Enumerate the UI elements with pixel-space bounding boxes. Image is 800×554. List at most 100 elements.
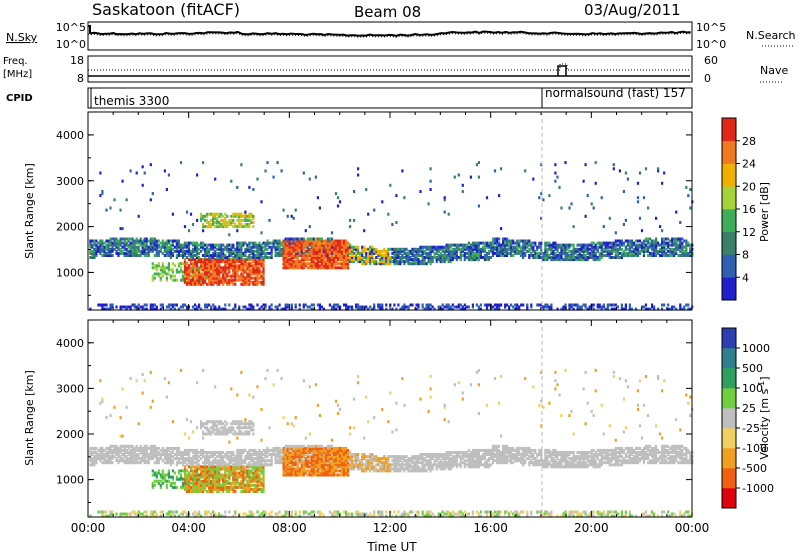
heatmap-cell — [196, 305, 199, 309]
heatmap-cell — [222, 483, 225, 487]
heatmap-cell — [210, 479, 213, 483]
heatmap-cell — [284, 258, 287, 262]
heatmap-cell — [171, 268, 174, 272]
heatmap-cell — [310, 241, 313, 245]
heatmap-cell — [550, 258, 553, 262]
heatmap-cell — [679, 249, 682, 253]
heatmap-cell — [429, 188, 432, 191]
heatmap-cell — [107, 251, 110, 255]
heatmap-cell — [385, 260, 388, 264]
heatmap-cell — [433, 251, 436, 255]
heatmap-cell — [570, 249, 573, 253]
heatmap-cell — [451, 303, 454, 307]
heatmap-cell — [189, 420, 193, 424]
heatmap-cell — [226, 268, 229, 272]
heatmap-cell — [163, 453, 166, 456]
heatmap-cell — [304, 254, 307, 257]
heatmap-cell — [502, 247, 505, 251]
heatmap-cell — [153, 243, 156, 247]
heatmap-cell — [560, 254, 563, 257]
heatmap-cell — [582, 245, 585, 249]
heatmap-cell — [622, 243, 625, 247]
heatmap-cell — [226, 467, 229, 471]
heatmap-cell — [121, 249, 124, 253]
heatmap-cell — [491, 243, 495, 247]
heatmap-cell — [250, 305, 253, 309]
heatmap-cell — [318, 243, 321, 247]
heatmap-cell — [208, 475, 211, 479]
heatmap-cell — [342, 303, 346, 307]
heatmap-cell — [564, 256, 567, 259]
heatmap-cell — [167, 446, 170, 450]
heatmap-cell — [427, 307, 430, 311]
heatmap-cell — [161, 266, 164, 270]
heatmap-cell — [671, 307, 674, 311]
heatmap-cell — [244, 210, 247, 214]
heatmap-cell — [487, 249, 491, 253]
heatmap-cell — [248, 245, 251, 249]
heatmap-cell — [582, 243, 585, 247]
heatmap-cell — [340, 247, 344, 251]
heatmap-cell — [246, 475, 249, 479]
heatmap-cell — [485, 243, 489, 247]
heatmap-cell — [421, 258, 424, 262]
heatmap-cell — [212, 260, 215, 264]
heatmap-cell — [475, 247, 478, 251]
heatmap-cell — [469, 249, 472, 253]
heatmap-cell — [332, 256, 336, 259]
heatmap-cell — [467, 245, 470, 249]
heatmap-cell — [546, 305, 549, 309]
heatmap-cell — [147, 239, 150, 243]
power-xaxis-ticks — [87, 112, 693, 310]
heatmap-cell — [151, 455, 154, 459]
heatmap-cell — [105, 459, 108, 463]
heatmap-cell — [504, 303, 507, 307]
heatmap-cell — [218, 251, 221, 255]
heatmap-cell — [143, 379, 146, 383]
heatmap-cell — [222, 479, 225, 483]
heatmap-cell — [320, 260, 323, 264]
heatmap-cell — [200, 282, 203, 286]
heatmap-cell — [216, 477, 219, 481]
heatmap-cell — [238, 245, 241, 249]
heatmap-cell — [355, 256, 358, 259]
heatmap-cell — [590, 243, 593, 247]
heatmap-cell — [224, 467, 227, 471]
heatmap-cell — [320, 262, 323, 266]
heatmap-cell — [139, 237, 142, 241]
heatmap-cell — [91, 457, 94, 461]
heatmap-cell — [196, 463, 199, 467]
heatmap-cell — [391, 307, 394, 311]
heatmap-cell — [179, 243, 183, 247]
heatmap-cell — [194, 241, 197, 245]
heatmap-cell — [212, 471, 215, 475]
heatmap-cell — [171, 485, 174, 489]
heatmap-cell — [630, 254, 633, 257]
heatmap-cell — [689, 206, 692, 210]
heatmap-cell — [254, 477, 257, 481]
heatmap-cell — [179, 475, 183, 479]
heatmap-cell — [308, 254, 311, 257]
heatmap-cell — [117, 453, 120, 456]
heatmap-cell — [258, 258, 261, 262]
heatmap-cell — [256, 272, 259, 276]
heatmap-cell — [328, 245, 331, 249]
heatmap-cell — [614, 239, 617, 243]
heatmap-cell — [212, 469, 215, 473]
heatmap-cell — [588, 305, 591, 309]
heatmap-cell — [179, 453, 183, 456]
heatmap-cell — [198, 266, 201, 270]
heatmap-cell — [655, 237, 658, 241]
heatmap-cell — [161, 251, 164, 255]
heatmap-cell — [248, 477, 251, 481]
heatmap-cell — [214, 487, 217, 491]
heatmap-cell — [594, 161, 597, 165]
heatmap-cell — [105, 303, 108, 307]
heatmap-cell — [669, 254, 672, 257]
heatmap-cell — [471, 243, 474, 247]
heatmap-cell — [266, 459, 269, 463]
heatmap-cell — [198, 258, 201, 262]
heatmap-cell — [224, 481, 227, 485]
heatmap-cell — [675, 307, 678, 311]
heatmap-cell — [244, 490, 247, 493]
